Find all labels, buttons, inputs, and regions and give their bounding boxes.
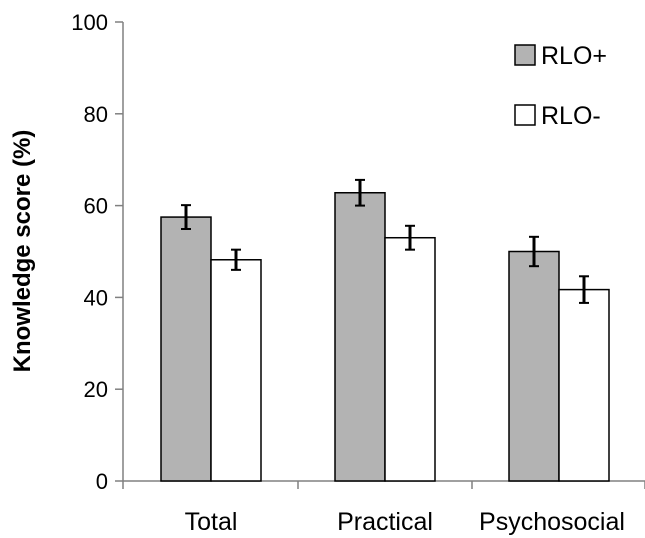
y-tick-label: 60 [84, 194, 108, 219]
x-tick-label: Total [185, 508, 238, 536]
y-tick-label: 40 [84, 285, 108, 310]
bar-rlo-minus [384, 236, 436, 482]
error-bar [405, 224, 415, 251]
legend: RLO+ RLO- [514, 42, 607, 130]
x-axis: Total Practical Psychosocial [122, 480, 645, 536]
x-tick-label: Practical [337, 508, 433, 536]
error-bar [181, 204, 191, 231]
y-tick-label: 80 [84, 102, 108, 127]
y-axis-title: Knowledge score (%) [9, 130, 36, 373]
y-tick-label: 20 [84, 377, 108, 402]
x-tick-label: Psychosocial [479, 508, 625, 536]
legend-label: RLO- [541, 102, 601, 130]
legend-swatch [514, 44, 536, 66]
bar-rlo-plus [334, 191, 386, 482]
y-tick-label: 0 [96, 469, 108, 494]
bar-rlo-plus [160, 216, 212, 482]
error-bar [355, 178, 365, 207]
y-tick-label: 100 [71, 10, 108, 35]
error-bar [579, 275, 589, 304]
y-axis: 0 20 40 60 80 100 [71, 10, 124, 494]
bar-rlo-plus [508, 250, 560, 482]
legend-label: RLO+ [541, 42, 607, 70]
bar-rlo-minus [558, 288, 610, 482]
error-bar [529, 235, 539, 268]
bar-rlo-minus [210, 259, 262, 482]
bars [160, 178, 610, 482]
legend-swatch [514, 104, 536, 126]
error-bar [231, 248, 241, 271]
